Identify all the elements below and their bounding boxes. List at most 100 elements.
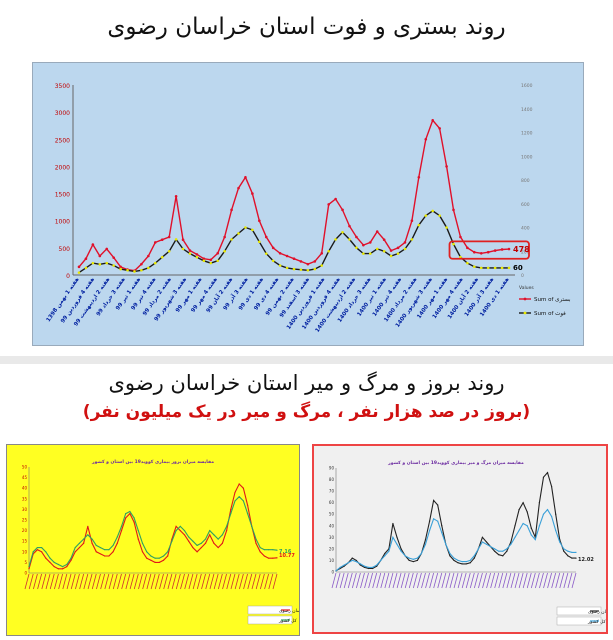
divider: [0, 356, 613, 364]
x-tick-mark: [530, 572, 536, 589]
y-tick-label: 40: [22, 486, 28, 491]
x-tick-mark: [146, 573, 152, 590]
data-point-0: [91, 542, 93, 544]
data-point-0: [546, 472, 549, 474]
x-tick-mark: [255, 573, 261, 590]
x-tick-mark: [421, 572, 426, 589]
data-point-1: [272, 549, 274, 551]
y-right-tick-label: 0: [521, 273, 524, 279]
data-point-0: [542, 476, 545, 478]
data-point-1: [437, 520, 439, 522]
data-point-deaths: [431, 209, 435, 213]
data-point-0: [502, 555, 504, 557]
data-point-deaths: [375, 247, 379, 251]
data-point-1: [196, 544, 198, 547]
legend-label: Sum of فوت: [534, 311, 566, 317]
data-point-hospitalized: [507, 247, 511, 251]
data-point-1: [575, 551, 577, 553]
x-tick-mark: [213, 573, 219, 590]
x-tick-mark: [351, 572, 357, 589]
x-tick-mark: [125, 573, 131, 590]
x-tick-mark: [138, 573, 143, 590]
data-point-1: [392, 536, 394, 538]
data-point-hospitalized: [299, 260, 303, 263]
data-point-1: [559, 541, 561, 543]
x-tick-mark: [70, 573, 76, 590]
data-point-hospitalized: [105, 247, 109, 251]
data-point-1: [380, 559, 382, 562]
data-point-0: [461, 563, 463, 565]
y-tick-label: 40: [329, 523, 335, 528]
data-point-deaths: [140, 268, 143, 272]
data-point-1: [183, 530, 186, 532]
data-point-1: [412, 558, 414, 560]
mortality-chart-svg: مقایسه میزان مرگ و میر بیماری کووید19 بی…: [329, 459, 613, 626]
incidence-chart: مقایسه میزان بروز بیماری کووید19 بین است…: [6, 444, 307, 636]
data-point-1: [518, 529, 520, 531]
y-right-tick-label: 1000: [521, 154, 533, 160]
data-point-1: [246, 513, 249, 515]
x-tick-mark: [159, 573, 164, 590]
x-tick-mark: [243, 573, 248, 590]
series-line-1: [28, 495, 278, 568]
data-point-1: [276, 549, 278, 551]
x-tick-mark: [380, 572, 386, 589]
y-tick-label: 50: [329, 512, 335, 517]
x-tick-mark: [268, 573, 274, 590]
data-point-0: [95, 551, 97, 553]
data-point-0: [217, 546, 219, 549]
data-point-1: [53, 561, 55, 563]
x-tick-mark: [547, 572, 552, 589]
x-tick-mark: [478, 572, 483, 589]
end-label: 7.16: [279, 549, 292, 555]
data-point-0: [120, 530, 123, 532]
data-point-0: [225, 530, 228, 532]
data-point-hospitalized: [410, 219, 414, 223]
data-point-1: [238, 496, 240, 498]
data-point-hospitalized: [473, 250, 476, 254]
data-point-1: [485, 543, 488, 545]
hospitalization-death-chart: 0 500 1000 1500 2000 2500 3000 3500 0 200 400 600 80…: [32, 62, 584, 346]
data-point-hospitalized: [251, 192, 254, 195]
x-tick-mark: [133, 573, 139, 590]
data-point-0: [441, 525, 443, 527]
x-tick-mark: [260, 573, 265, 590]
data-point-1: [200, 542, 202, 544]
data-point-hospitalized: [320, 251, 324, 255]
y-tick-label: 30: [22, 507, 28, 512]
data-point-0: [213, 542, 215, 544]
data-point-0: [188, 540, 190, 542]
x-tick-mark: [417, 572, 422, 589]
x-tick-mark: [167, 573, 173, 590]
x-tick-mark: [217, 573, 223, 590]
data-point-1: [441, 532, 443, 534]
y-tick-label: 10: [329, 558, 335, 563]
data-point-deaths: [362, 252, 365, 255]
data-point-1: [99, 546, 102, 549]
data-point-1: [41, 546, 43, 549]
data-point-deaths: [479, 266, 483, 270]
data-point-0: [49, 561, 51, 563]
x-tick-mark: [196, 573, 202, 590]
data-point-deaths: [292, 267, 296, 271]
legend-label: Sum of بستری: [534, 297, 571, 303]
data-point-1: [571, 551, 573, 553]
x-tick-mark: [104, 573, 110, 590]
data-point-1: [506, 548, 508, 550]
data-point-deaths: [105, 261, 109, 265]
x-tick-mark: [457, 572, 463, 589]
x-tick-mark: [175, 573, 181, 590]
data-point-1: [167, 551, 169, 553]
data-point-0: [359, 564, 362, 566]
x-tick-mark: [571, 572, 577, 589]
data-point-0: [150, 559, 152, 561]
data-point-1: [489, 545, 492, 548]
data-point-hospitalized: [209, 258, 213, 262]
y-tick-label: 0: [24, 571, 27, 576]
data-point-deaths: [493, 266, 497, 270]
data-point-deaths: [389, 254, 393, 258]
data-point-1: [396, 543, 398, 545]
data-point-1: [449, 552, 451, 555]
data-point-1: [133, 517, 135, 519]
x-tick-mark: [404, 572, 410, 589]
